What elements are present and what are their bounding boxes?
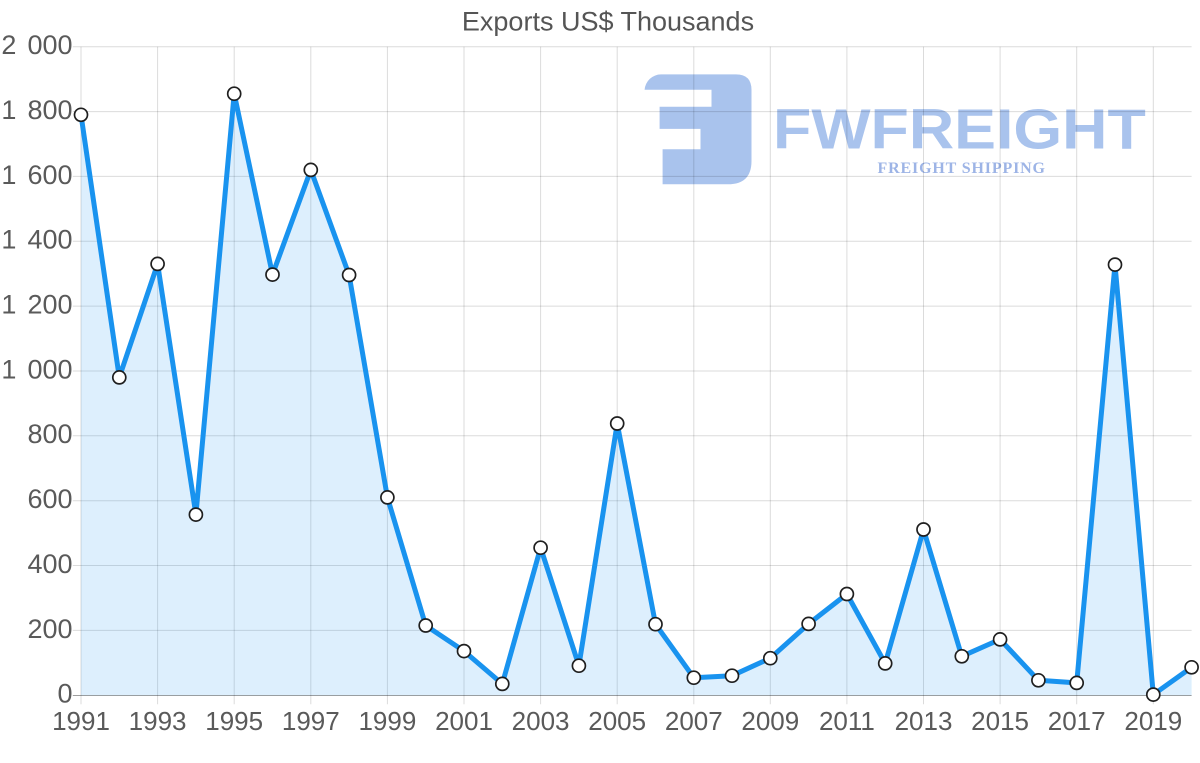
svg-text:200: 200	[27, 614, 72, 644]
svg-text:1991: 1991	[52, 706, 110, 736]
svg-text:1 800: 1 800	[1, 95, 72, 125]
svg-text:1995: 1995	[205, 706, 263, 736]
svg-text:2017: 2017	[1048, 706, 1106, 736]
svg-text:2003: 2003	[512, 706, 570, 736]
svg-text:400: 400	[27, 549, 72, 579]
svg-text:2009: 2009	[741, 706, 799, 736]
svg-text:1 200: 1 200	[1, 290, 72, 320]
svg-text:1999: 1999	[358, 706, 416, 736]
svg-text:1 000: 1 000	[1, 354, 72, 384]
svg-text:1997: 1997	[282, 706, 340, 736]
svg-text:FWFREIGHT: FWFREIGHT	[773, 98, 1146, 162]
svg-text:2005: 2005	[588, 706, 646, 736]
svg-text:2007: 2007	[665, 706, 723, 736]
svg-text:0: 0	[57, 679, 72, 709]
svg-text:2 000: 2 000	[1, 30, 72, 60]
svg-text:800: 800	[27, 419, 72, 449]
svg-text:2019: 2019	[1124, 706, 1182, 736]
svg-text:1 400: 1 400	[1, 225, 72, 255]
svg-text:1 600: 1 600	[1, 160, 72, 190]
svg-text:600: 600	[27, 484, 72, 514]
svg-text:2015: 2015	[971, 706, 1029, 736]
svg-text:1993: 1993	[129, 706, 187, 736]
svg-text:FREIGHT SHIPPING: FREIGHT SHIPPING	[878, 160, 1046, 177]
svg-text:2011: 2011	[819, 706, 875, 736]
svg-text:2001: 2001	[435, 706, 493, 736]
svg-text:Exports US$ Thousands: Exports US$ Thousands	[462, 7, 754, 37]
svg-text:2013: 2013	[895, 706, 953, 736]
